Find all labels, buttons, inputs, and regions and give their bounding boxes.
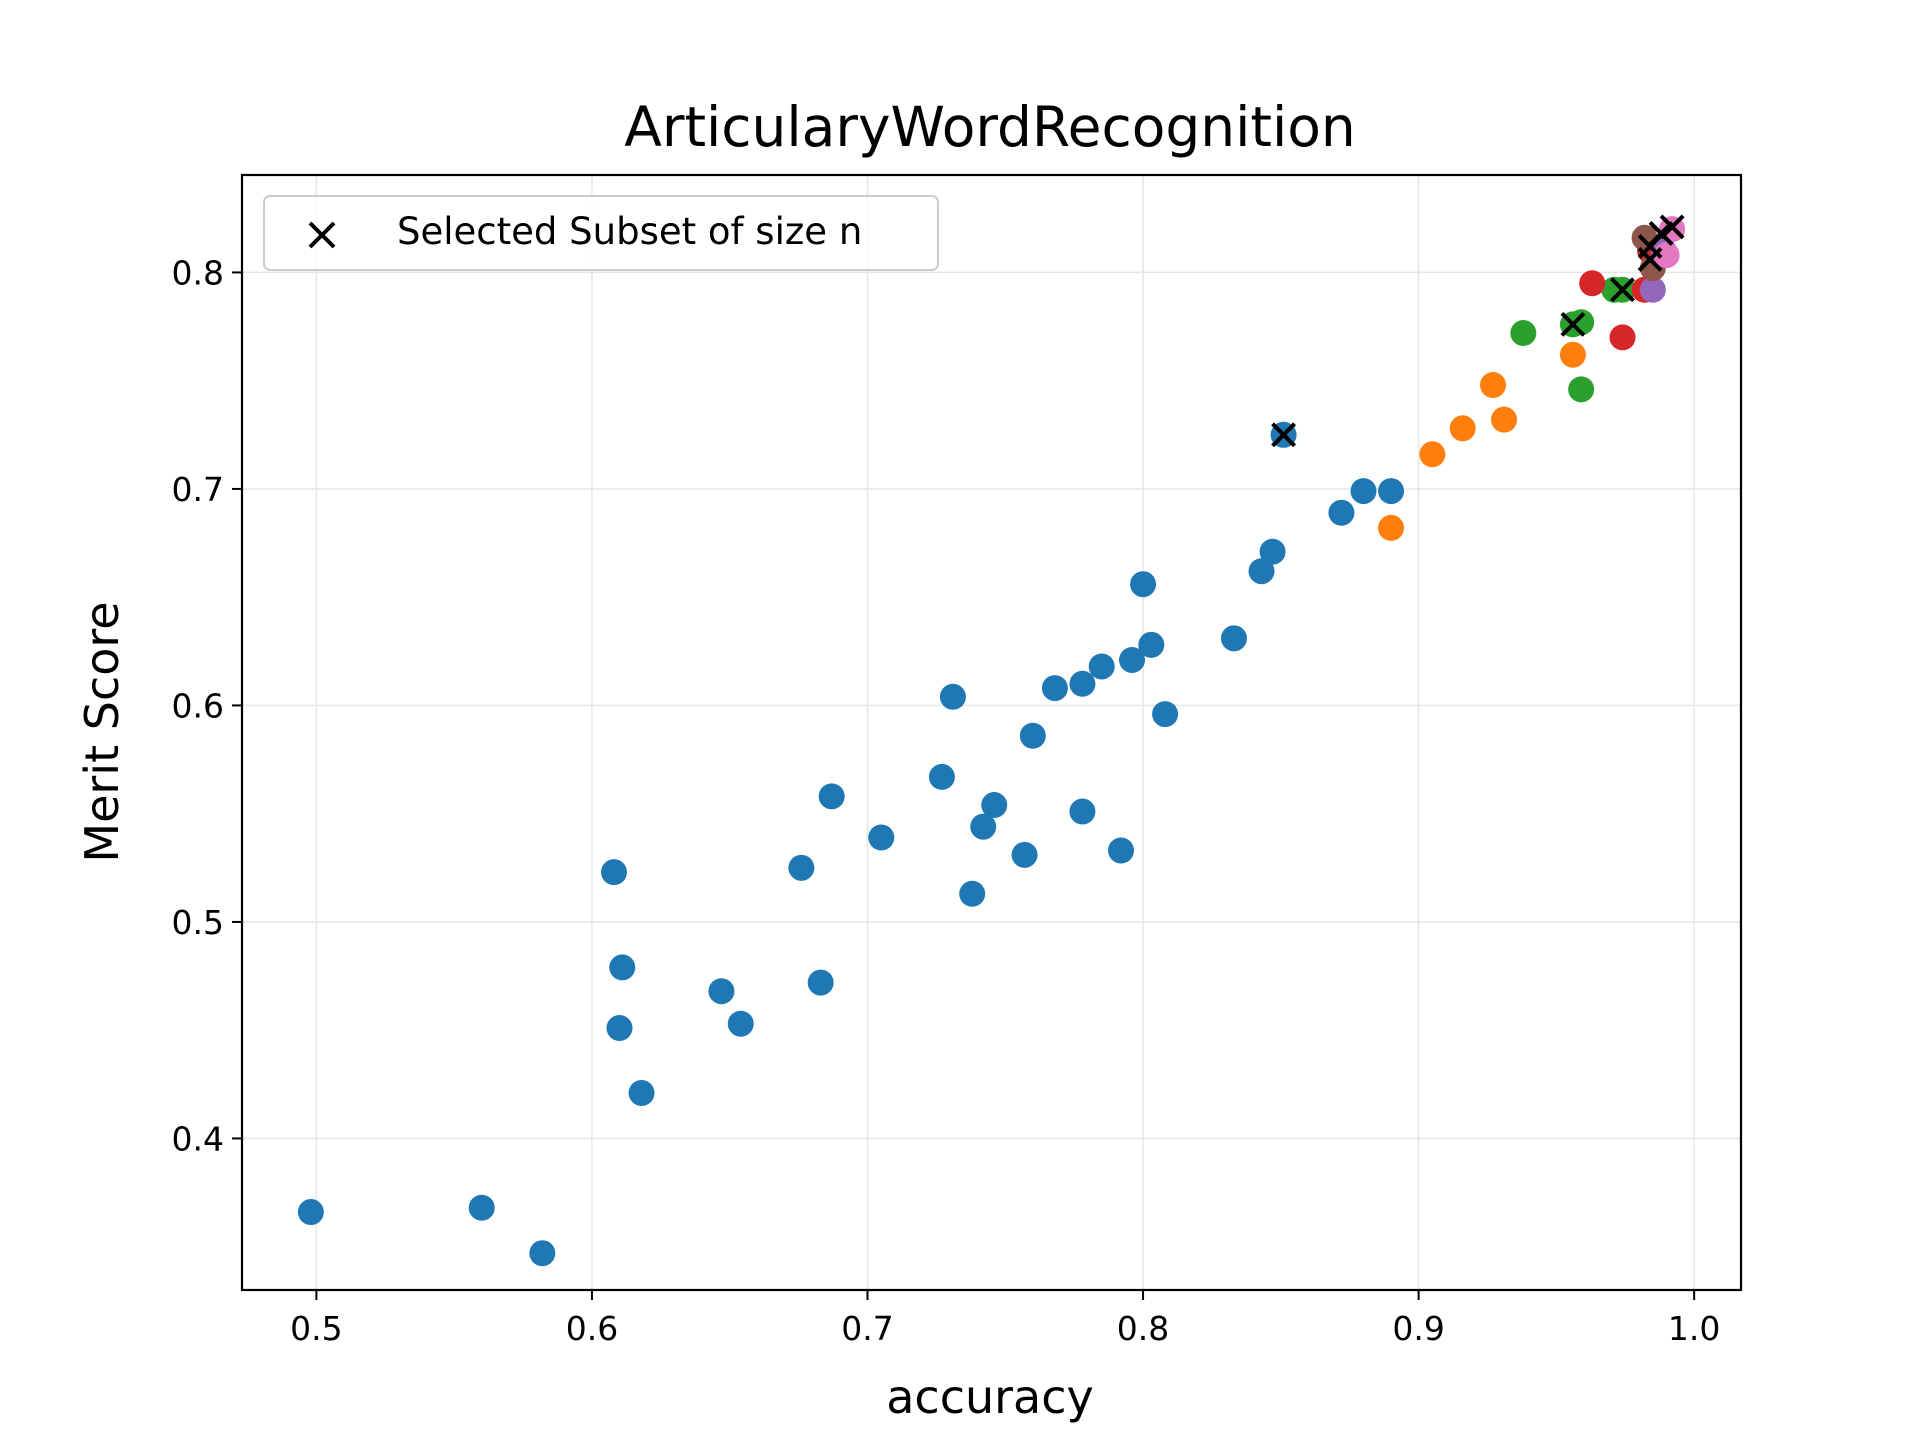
data-point: [1069, 798, 1096, 825]
data-point: [1579, 270, 1606, 297]
data-point: [959, 880, 986, 907]
data-point: [1088, 653, 1115, 680]
selected-subset-marker: [1648, 221, 1674, 246]
data-point: [1119, 646, 1146, 673]
x-tick-label: 0.6: [566, 1309, 618, 1348]
y-axis-label: Merit Score: [75, 601, 129, 862]
data-point: [1130, 571, 1157, 598]
data-point: [807, 969, 834, 996]
data-point: [1568, 376, 1595, 403]
data-point: [1480, 372, 1507, 399]
data-point: [297, 1199, 324, 1226]
data-point: [1609, 324, 1636, 351]
data-point: [609, 954, 636, 981]
legend-entry-label: Selected Subset of size n: [397, 210, 862, 253]
x-axis-label: accuracy: [886, 1370, 1094, 1424]
x-tick-label: 0.5: [290, 1309, 342, 1348]
legend-x-marker: [308, 221, 336, 249]
data-point: [1220, 625, 1247, 652]
data-point: [1138, 631, 1165, 658]
selected-subset-marker: [1659, 214, 1685, 240]
data-point: [1069, 670, 1096, 697]
data-point: [1011, 841, 1038, 868]
data-point: [818, 783, 845, 810]
x-tick-label: 0.7: [841, 1309, 893, 1348]
data-point: [928, 763, 955, 790]
data-point: [1350, 478, 1377, 505]
data-point: [1449, 415, 1476, 442]
data-point: [600, 859, 627, 886]
data-point: [1491, 406, 1518, 433]
data-point: [727, 1010, 754, 1037]
x-tick-label: 0.8: [1117, 1309, 1169, 1348]
data-point: [868, 824, 895, 851]
data-point: [1378, 478, 1405, 505]
x-tick-label: 0.9: [1392, 1309, 1444, 1348]
selected-subset-marker: [1271, 422, 1296, 448]
axis-ticks: 0.5 0.6 0.7 0.8 0.9 1.0 0.4 0.5 0.6 0.7 0.8: [172, 253, 1721, 1348]
data-point: [1328, 499, 1355, 526]
plot-area-frame: [240, 173, 1743, 1292]
data-point: [468, 1194, 495, 1221]
data-point: [1378, 514, 1405, 541]
data-point: [1510, 320, 1537, 347]
data-point: [1419, 441, 1446, 468]
y-tick-label: 0.6: [172, 686, 224, 725]
data-point: [529, 1240, 556, 1267]
y-tick-label: 0.4: [172, 1119, 224, 1158]
data-point: [708, 978, 735, 1005]
y-tick-label: 0.8: [172, 253, 224, 292]
data-point: [606, 1015, 633, 1042]
data-point: [1259, 538, 1286, 565]
data-point: [1248, 558, 1275, 585]
selected-subset-marker: [1560, 311, 1586, 337]
data-point: [1019, 722, 1046, 749]
data-point: [1559, 341, 1586, 368]
data-point: [788, 854, 815, 881]
selected-subset-marker: [1610, 277, 1635, 303]
data-point: [970, 813, 997, 840]
legend-box: [263, 195, 939, 271]
chart-title: ArticularyWordRecognition: [624, 95, 1356, 159]
x-tick-label: 1.0: [1668, 1309, 1720, 1348]
data-point: [1639, 276, 1666, 303]
y-tick-label: 0.5: [172, 903, 224, 942]
data-point: [1041, 675, 1068, 702]
selected-markers: [1271, 214, 1685, 448]
data-point: [1152, 701, 1179, 728]
legend: Selected Subset of size n: [263, 195, 939, 271]
y-tick-label: 0.7: [172, 470, 224, 509]
data-point: [1108, 837, 1135, 864]
grid-lines: [242, 175, 1741, 1290]
data-point: [939, 683, 966, 710]
data-point: [628, 1079, 655, 1106]
data-point: [981, 792, 1008, 819]
